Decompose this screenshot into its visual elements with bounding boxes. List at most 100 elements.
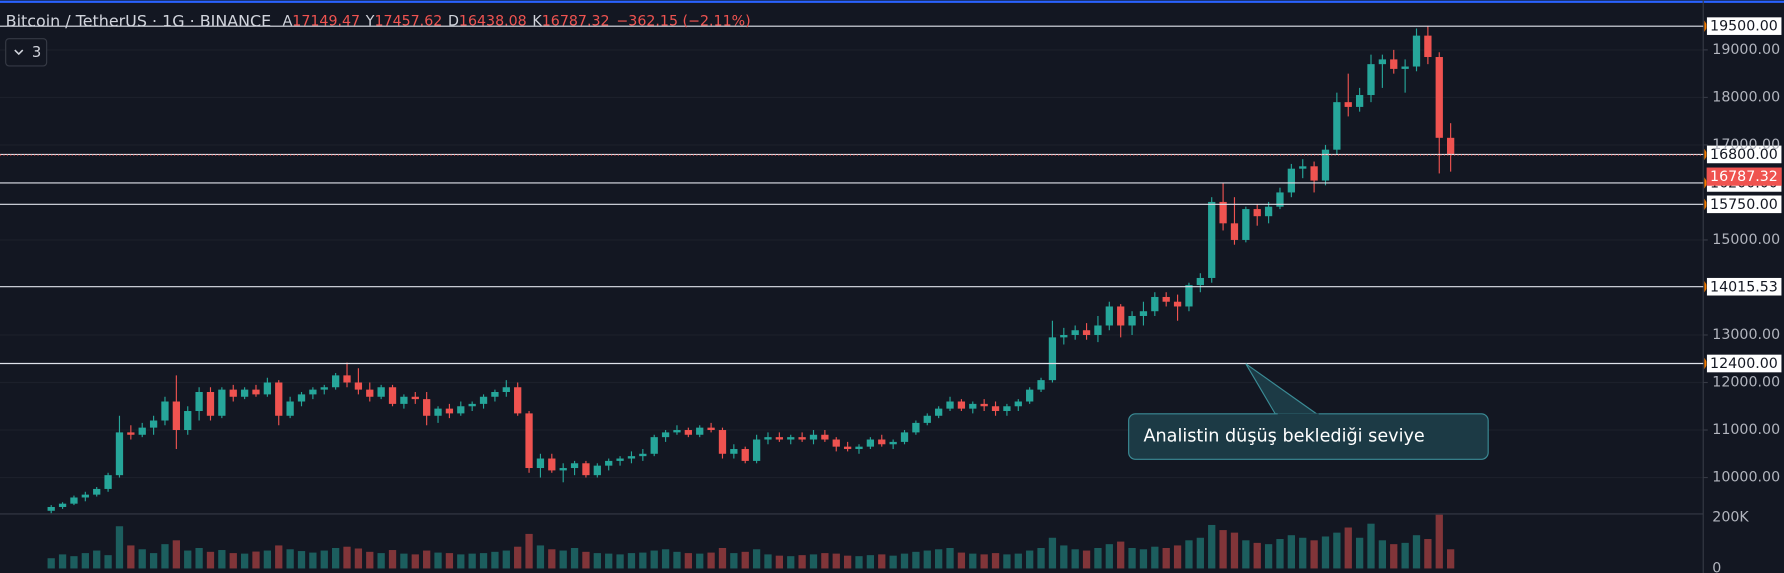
volume-bar: [878, 554, 886, 569]
candle-body: [639, 453, 647, 457]
candle-body: [787, 437, 795, 440]
volume-bar: [684, 553, 692, 569]
volume-bar: [468, 553, 476, 569]
volume-bar: [479, 553, 488, 569]
volume-bar: [775, 555, 784, 569]
volume-bar: [673, 551, 681, 569]
candle-body: [559, 468, 567, 471]
volume-bar: [1094, 547, 1102, 569]
candle-body: [70, 497, 78, 504]
level-label-box: [1706, 354, 1783, 373]
last-price-label: 16787.32: [1710, 169, 1778, 185]
volume-bar: [1128, 547, 1136, 569]
volume-bar: [502, 550, 510, 569]
candle-body: [821, 434, 829, 440]
volume-bar: [1219, 530, 1227, 569]
candle-body: [1446, 137, 1455, 156]
candle-body: [1333, 102, 1341, 150]
volume-bar: [104, 555, 112, 569]
candle-body: [184, 411, 192, 431]
candle-body: [969, 403, 977, 409]
volume-bar: [764, 554, 772, 569]
volume-bar: [741, 551, 749, 569]
candle-body: [354, 382, 363, 390]
volume-bar: [343, 546, 351, 569]
candle-body: [1151, 296, 1159, 312]
candle-body: [1139, 311, 1148, 316]
volume-bar: [650, 550, 658, 569]
y-tick-label: 13000.00: [1712, 327, 1780, 343]
candle-body: [605, 460, 613, 466]
candle-body: [957, 401, 966, 409]
volume-bar: [1196, 537, 1204, 569]
candle-body: [730, 449, 738, 454]
levels: 19500.0016800.0016200.0015750.0014015.53…: [0, 16, 1783, 373]
volume-bar: [1230, 532, 1239, 569]
candle-body: [1026, 389, 1034, 402]
volume-bar: [1117, 541, 1125, 569]
volume-bar: [1401, 542, 1409, 569]
candle-body: [991, 406, 1000, 412]
volume-bar: [1424, 539, 1432, 569]
candle-body: [570, 463, 579, 469]
candle-body: [229, 389, 237, 397]
candle-body: [411, 396, 419, 400]
candle-body: [514, 387, 522, 414]
candle-body: [93, 488, 101, 495]
volume-bar: [730, 553, 738, 569]
candle-body: [457, 406, 465, 414]
candle-body: [468, 403, 476, 407]
volume-bar: [935, 549, 943, 569]
volume-bar: [889, 555, 897, 569]
candle-body: [1117, 306, 1125, 326]
volume-bar: [559, 550, 567, 569]
candle-body: [548, 458, 556, 471]
candle-body: [1208, 201, 1216, 278]
candle-body: [1094, 325, 1102, 335]
candle-body: [1412, 35, 1421, 67]
level-marker: [1704, 281, 1708, 293]
candle-body: [1435, 57, 1443, 138]
ohlc-value: 17457.62: [374, 14, 442, 30]
candle-body: [1071, 330, 1079, 335]
candle-body: [502, 387, 510, 393]
ohlc-value: 16438.08: [459, 14, 527, 30]
volume-bar: [866, 555, 875, 569]
candle-body: [138, 427, 146, 435]
candle-body: [1242, 209, 1250, 240]
grid: [0, 49, 1704, 479]
indicator-toggle[interactable]: 3: [5, 38, 48, 67]
candle-body: [343, 375, 351, 383]
candle-body: [1390, 59, 1398, 69]
volume-bar: [1321, 536, 1330, 569]
candle-body: [1219, 201, 1227, 224]
ohlc-prefix: A: [283, 14, 293, 30]
volume-bar: [627, 553, 636, 569]
price-axis: 10000.00 11000.00 12000.00 13000.00 15000.00…: [1703, 42, 1780, 573]
candle-body: [718, 430, 727, 454]
level-label: 12400.00: [1710, 356, 1778, 372]
toggle-box[interactable]: [5, 38, 48, 67]
candle-body: [1048, 337, 1057, 381]
candle-body: [1060, 334, 1068, 338]
volume-bar: [1173, 545, 1182, 569]
volume-bar: [70, 556, 78, 569]
volume-bar: [377, 553, 385, 569]
candle-body: [1082, 330, 1091, 335]
volume-bar: [297, 551, 306, 569]
volume-bar: [445, 553, 454, 569]
volume-bar: [1310, 540, 1318, 569]
volume-bar: [548, 549, 556, 569]
volume-bar: [969, 553, 977, 569]
candle-body: [434, 408, 442, 416]
header: Bitcoin / TetherUS · 1G · BINANCE A17149.…: [6, 11, 751, 30]
candle-body: [1253, 209, 1261, 217]
candle-body: [536, 458, 545, 469]
volume-bar: [570, 547, 579, 569]
candle-body: [889, 441, 897, 445]
candle-body: [752, 439, 761, 461]
candle-body: [696, 427, 704, 435]
volume-bar: [1333, 532, 1341, 569]
volume-tick-label: 200K: [1712, 509, 1749, 525]
candle-body: [297, 394, 306, 402]
